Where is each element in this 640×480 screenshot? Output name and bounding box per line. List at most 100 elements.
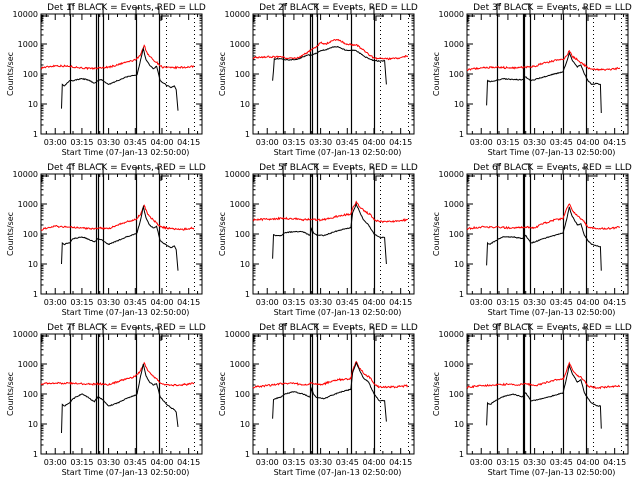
y-axis-title: Counts/sec [218, 52, 227, 96]
x-tick-label: 03:00 [44, 458, 67, 467]
y-tick-label: 1 [459, 450, 464, 459]
x-axis-title: Start Time (07-Jan-13 02:50:00) [274, 148, 402, 157]
x-tick-label: 04:15 [603, 138, 626, 147]
plot-frame [252, 173, 415, 295]
x-axis-title: Start Time (07-Jan-13 02:50:00) [274, 468, 402, 477]
y-tick-label: 10000 [439, 170, 464, 179]
x-tick-label: 04:15 [177, 138, 200, 147]
events-series-line [272, 202, 387, 265]
lld-series-line [466, 203, 621, 231]
x-tick-label: 04:15 [389, 458, 412, 467]
x-tick-label: 03:15 [282, 458, 305, 467]
y-tick-label: 10 [454, 100, 464, 109]
detector-panel-6: 1 10 100 1000 10000 03:00 03:15 03:30 03:45 04:00… [432, 163, 632, 317]
x-tick-label: 04:00 [576, 138, 599, 147]
y-tick-label: 1 [33, 130, 38, 139]
y-tick-label: 10 [240, 100, 250, 109]
y-axis-title: Counts/sec [218, 212, 227, 256]
panel-title: Det 1f BLACK = Events, RED = LLD [47, 3, 206, 13]
x-tick-label: 03:00 [44, 298, 67, 307]
lld-series-line [40, 204, 195, 231]
detector-panel-9: 1 10 100 1000 10000 03:00 03:15 03:30 03:45 04:00… [432, 323, 632, 477]
x-tick-label: 04:15 [389, 138, 412, 147]
interval-bracket-markers [41, 3, 169, 22]
x-tick-label: 03:15 [70, 138, 93, 147]
y-tick-label: 1000 [18, 200, 38, 209]
y-tick-label: 10000 [225, 10, 250, 19]
panel-title: Det 2f BLACK = Events, RED = LLD [259, 3, 418, 13]
y-tick-label: 10000 [13, 170, 38, 179]
detector-panel-7: 1 10 100 1000 10000 03:00 03:15 03:30 03:45 04:00… [6, 323, 206, 477]
events-series-line [272, 361, 387, 422]
x-tick-label: 03:00 [470, 458, 493, 467]
plot-frame [466, 13, 629, 135]
y-axis-title: Counts/sec [6, 372, 15, 416]
events-series-line [486, 363, 602, 429]
events-series-line [61, 46, 179, 111]
y-tick-label: 1000 [444, 360, 464, 369]
interval-bracket-markers [253, 323, 384, 342]
plot-frame [252, 333, 415, 455]
events-series-line [272, 45, 387, 85]
detector-panel-8: 1 10 100 1000 10000 03:00 03:15 03:30 03:45 04:00… [218, 323, 418, 477]
plot-frame [40, 173, 203, 295]
y-tick-label: 1000 [230, 200, 250, 209]
y-tick-label: 10 [28, 100, 38, 109]
x-tick-label: 03:15 [70, 458, 93, 467]
x-tick-label: 03:15 [282, 138, 305, 147]
x-tick-label: 04:15 [177, 298, 200, 307]
x-tick-label: 03:15 [496, 458, 519, 467]
lld-series-line [466, 361, 621, 390]
detector-panel-2: 1 10 100 1000 10000 03:00 03:15 03:30 03:45 04:00… [218, 3, 418, 157]
x-tick-label: 03:45 [124, 458, 147, 467]
lld-series-line [466, 49, 621, 72]
events-series-line [486, 51, 602, 114]
x-tick-label: 04:00 [150, 298, 173, 307]
x-tick-label: 03:30 [309, 138, 332, 147]
x-tick-label: 03:30 [309, 298, 332, 307]
x-tick-label: 03:15 [496, 138, 519, 147]
y-tick-label: 10000 [225, 330, 250, 339]
x-tick-label: 03:45 [336, 298, 359, 307]
y-tick-label: 100 [449, 70, 464, 79]
interval-bracket-markers [41, 323, 169, 342]
x-tick-label: 03:45 [124, 298, 147, 307]
y-tick-label: 1000 [444, 200, 464, 209]
x-tick-label: 04:15 [177, 458, 200, 467]
y-axis-title: Counts/sec [432, 52, 441, 96]
x-axis-title: Start Time (07-Jan-13 02:50:00) [62, 308, 190, 317]
y-tick-label: 10000 [13, 10, 38, 19]
interval-bracket-markers [467, 3, 597, 22]
x-tick-label: 03:15 [70, 298, 93, 307]
x-tick-label: 03:30 [523, 298, 546, 307]
y-axis-title: Counts/sec [6, 52, 15, 96]
y-tick-label: 100 [235, 390, 250, 399]
y-axis-title: Counts/sec [432, 212, 441, 256]
y-tick-label: 1 [245, 290, 250, 299]
lld-series-line [40, 44, 195, 71]
plot-frame [40, 333, 203, 455]
panel-title: Det 9f BLACK = Events, RED = LLD [473, 323, 632, 333]
panel-title: Det 5f BLACK = Events, RED = LLD [259, 163, 418, 173]
y-axis-title: Counts/sec [6, 212, 15, 256]
y-tick-label: 10000 [225, 170, 250, 179]
plot-frame [466, 333, 629, 455]
interval-bracket-markers [467, 163, 597, 182]
panel-title: Det 8f BLACK = Events, RED = LLD [259, 323, 418, 333]
interval-bracket-markers [253, 3, 384, 22]
x-tick-label: 03:45 [550, 298, 573, 307]
y-tick-label: 100 [235, 230, 250, 239]
events-series-line [61, 363, 179, 434]
y-tick-label: 10 [240, 260, 250, 269]
x-tick-label: 04:00 [576, 298, 599, 307]
y-tick-label: 10000 [439, 10, 464, 19]
y-axis-title: Counts/sec [218, 372, 227, 416]
lld-series-line [252, 360, 409, 389]
x-tick-label: 03:45 [336, 138, 359, 147]
y-axis-title: Counts/sec [432, 372, 441, 416]
panel-title: Det 3f BLACK = Events, RED = LLD [473, 3, 632, 13]
x-tick-label: 03:00 [470, 138, 493, 147]
x-tick-label: 03:45 [550, 138, 573, 147]
interval-bracket-markers [41, 163, 169, 182]
